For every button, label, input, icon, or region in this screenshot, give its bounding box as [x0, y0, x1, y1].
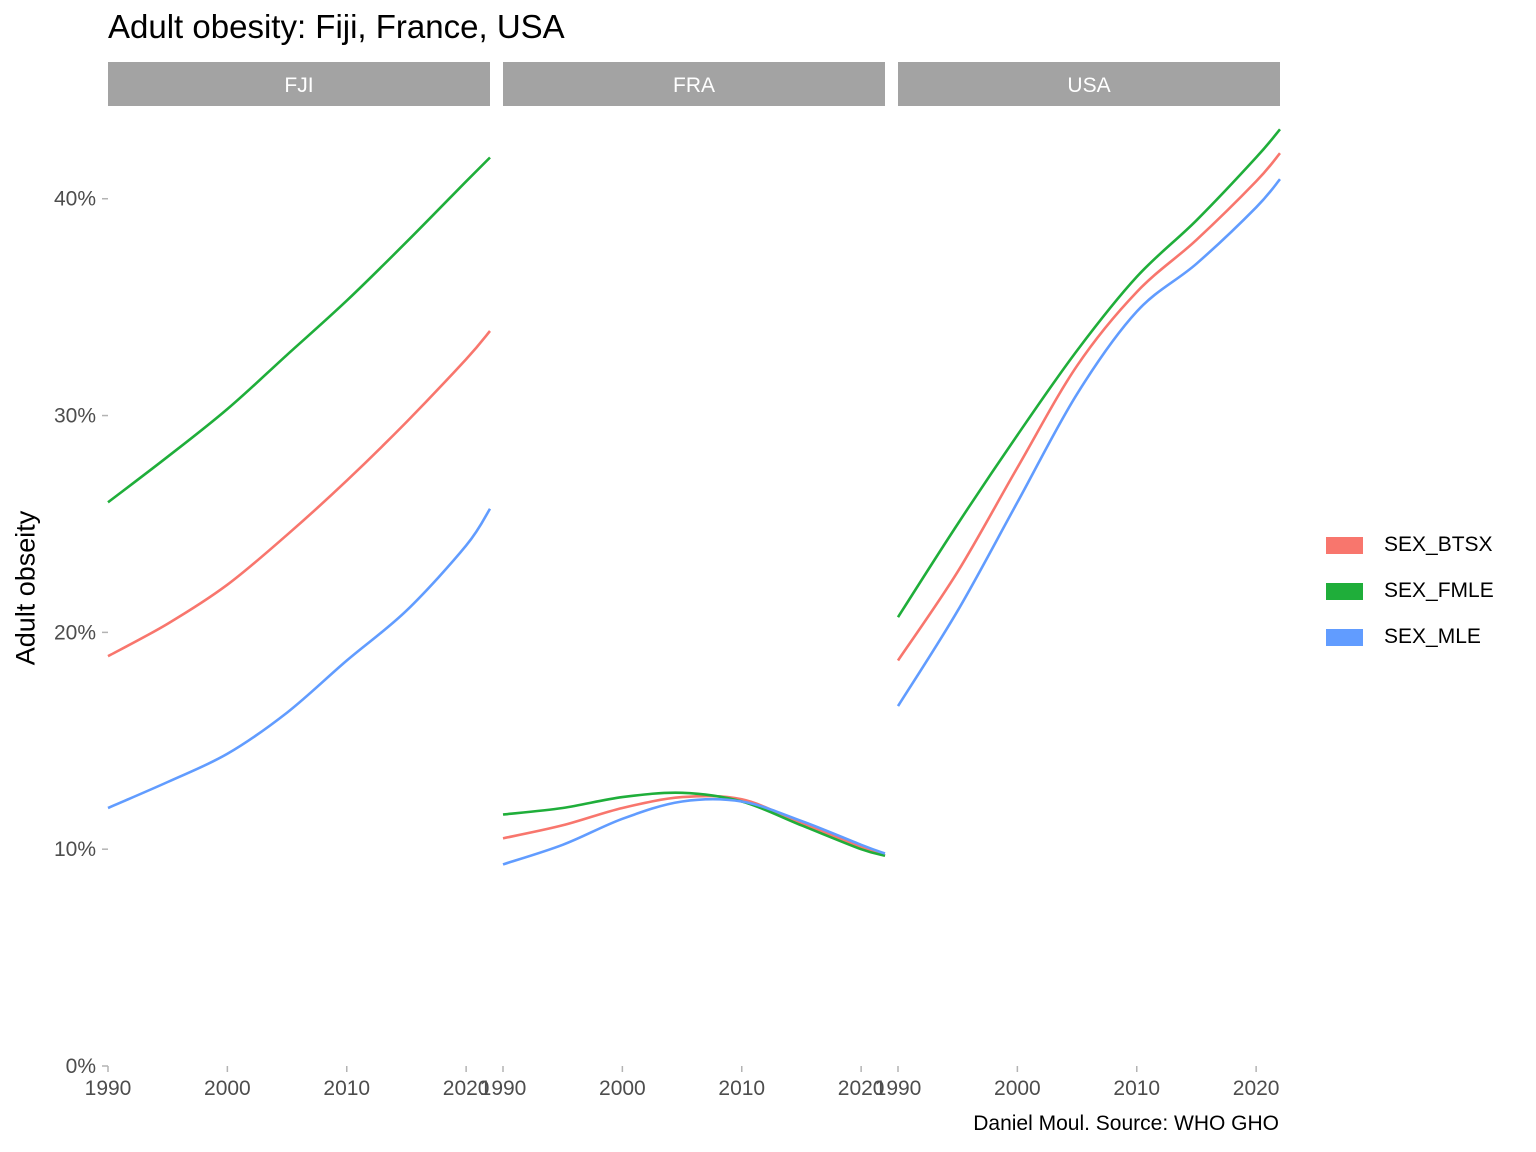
- series-line-fra-sex_fmle: [502, 791, 886, 857]
- x-tick-label: 2020: [1233, 1077, 1280, 1100]
- legend-item-mle: SEX_MLE: [1326, 614, 1494, 660]
- series-line-usa-sex_mle: [896, 178, 1281, 707]
- legend-item-fmle: SEX_FMLE: [1326, 568, 1494, 614]
- y-tick-label: 40%: [54, 188, 96, 211]
- y-tick-label: 10%: [54, 838, 96, 861]
- x-tick-label: 1990: [85, 1077, 132, 1100]
- y-tick-label: 20%: [54, 621, 96, 644]
- legend: SEX_BTSX SEX_FMLE SEX_MLE: [1326, 522, 1494, 660]
- series-line-fji-sex_mle: [107, 508, 492, 810]
- legend-item-btsx: SEX_BTSX: [1326, 522, 1494, 568]
- legend-label-fmle: SEX_FMLE: [1384, 579, 1494, 602]
- legend-key-btsx: [1326, 536, 1363, 554]
- x-tick-label: 2010: [323, 1077, 370, 1100]
- facet-strip: [503, 62, 885, 106]
- chart-title: Adult obesity: Fiji, France, USA: [108, 8, 565, 45]
- series-line-fji-sex_btsx: [107, 330, 491, 658]
- x-tick-label: 2020: [443, 1077, 490, 1100]
- x-tick-label: 1990: [480, 1077, 527, 1100]
- legend-label-btsx: SEX_BTSX: [1384, 533, 1493, 556]
- chart-caption: Daniel Moul. Source: WHO GHO: [973, 1112, 1279, 1135]
- facet-strip-label: FJI: [284, 74, 313, 97]
- y-tick-label: 30%: [54, 405, 96, 428]
- x-tick-label: 2010: [1113, 1077, 1160, 1100]
- legend-key-fmle: [1326, 582, 1363, 600]
- legend-label-mle: SEX_MLE: [1384, 625, 1481, 648]
- x-tick-label: 2000: [994, 1077, 1041, 1100]
- x-tick-label: 2000: [204, 1077, 251, 1100]
- series-line-fra-sex_mle: [502, 797, 886, 866]
- series-line-usa-sex_btsx: [896, 152, 1281, 662]
- facet-strip-label: USA: [1067, 74, 1110, 97]
- x-tick-label: 2020: [838, 1077, 885, 1100]
- facet-strip-label: FRA: [673, 74, 715, 97]
- y-tick-label: 0%: [66, 1055, 96, 1078]
- facet-strip: [898, 62, 1280, 106]
- x-tick-label: 1990: [875, 1077, 922, 1100]
- x-tick-label: 2000: [599, 1077, 646, 1100]
- x-tick-label: 2010: [718, 1077, 765, 1100]
- legend-key-mle: [1326, 628, 1363, 646]
- series-line-fji-sex_fmle: [107, 156, 491, 504]
- facet-strip: [108, 62, 490, 106]
- series-line-usa-sex_fmle: [896, 128, 1281, 618]
